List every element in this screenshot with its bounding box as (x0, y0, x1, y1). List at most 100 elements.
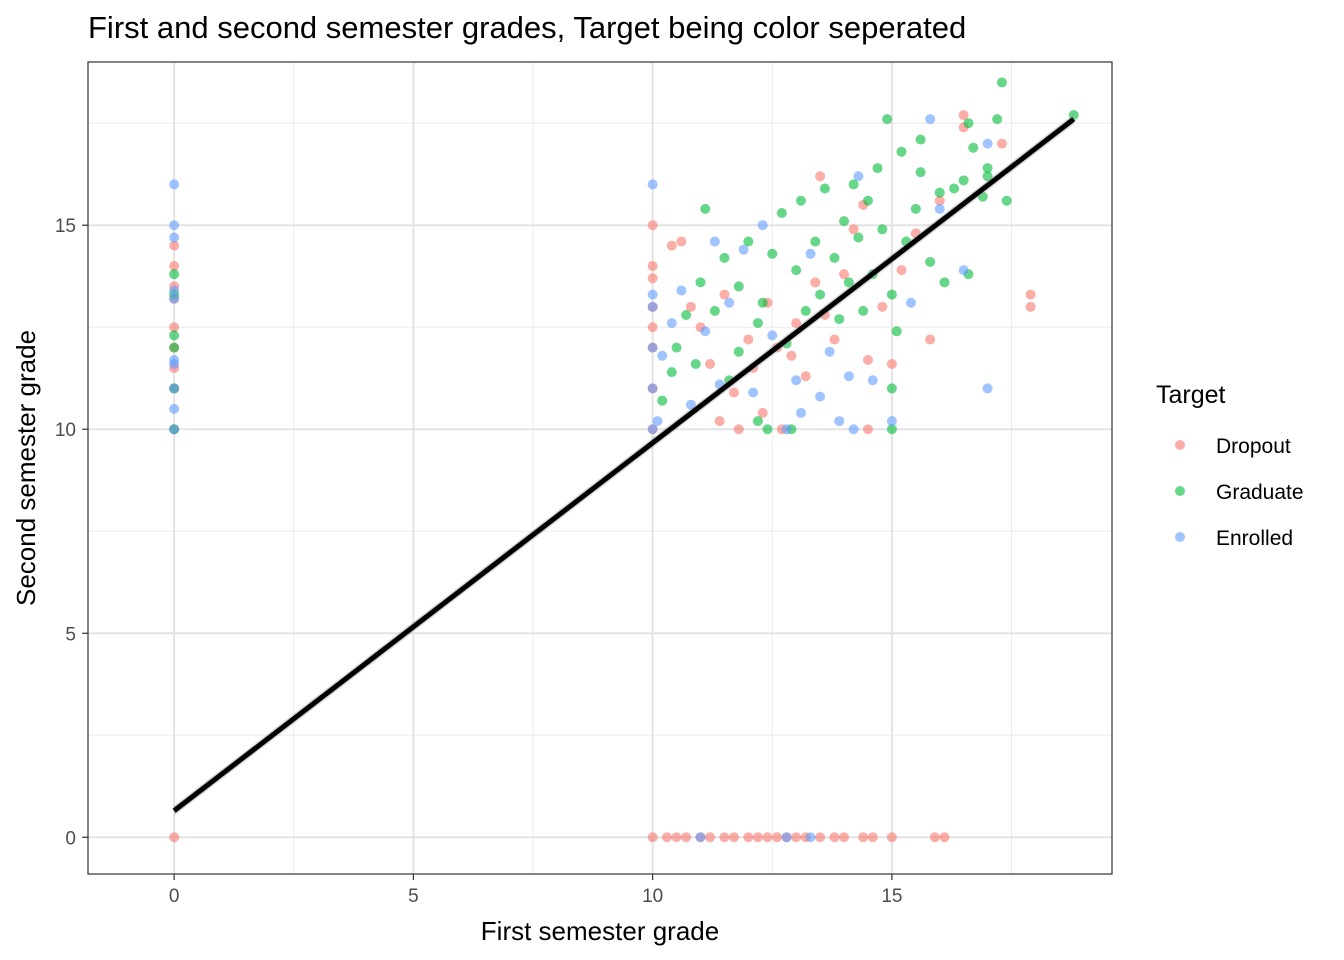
data-point (762, 832, 773, 843)
data-point (939, 277, 950, 288)
data-point (996, 138, 1007, 149)
data-point (169, 261, 180, 272)
data-point (982, 383, 993, 394)
data-point (169, 342, 180, 353)
data-point (862, 195, 873, 206)
data-point (647, 383, 658, 394)
data-point (700, 203, 711, 214)
data-point (647, 322, 658, 333)
data-point (800, 371, 811, 382)
data-point (939, 832, 950, 843)
data-point (896, 265, 907, 276)
data-point (666, 240, 677, 251)
data-point (685, 301, 696, 312)
data-point (671, 342, 682, 353)
data-point (652, 416, 663, 427)
data-point (695, 277, 706, 288)
data-point (915, 134, 926, 145)
data-point (676, 285, 687, 296)
data-point (719, 832, 730, 843)
data-point (647, 832, 658, 843)
data-point (647, 342, 658, 353)
data-point (743, 832, 754, 843)
data-point (690, 358, 701, 369)
data-point (834, 416, 845, 427)
data-point (929, 832, 940, 843)
data-point (992, 114, 1003, 125)
data-point (728, 832, 739, 843)
data-point (891, 326, 902, 337)
data-point (805, 248, 816, 259)
data-point (791, 375, 802, 386)
data-point (781, 832, 792, 843)
data-point (757, 297, 768, 308)
data-point (915, 167, 926, 178)
data-point (815, 171, 826, 182)
data-points (169, 77, 1079, 843)
data-point (949, 183, 960, 194)
data-point (733, 281, 744, 292)
data-point (1025, 301, 1036, 312)
x-axis-title: First semester grade (481, 916, 719, 946)
data-point (685, 399, 696, 410)
x-tick-label: 5 (408, 886, 419, 907)
data-point (666, 318, 677, 329)
data-point (906, 297, 917, 308)
data-point (748, 387, 759, 398)
data-point (752, 832, 763, 843)
y-axis: 0 5 10 15 (55, 216, 88, 849)
data-point (752, 416, 763, 427)
data-point (958, 175, 969, 186)
legend-label-enrolled: Enrolled (1216, 527, 1293, 550)
data-point (647, 424, 658, 435)
data-point (169, 269, 180, 280)
data-point (958, 265, 969, 276)
data-point (858, 832, 869, 843)
data-point (829, 252, 840, 263)
x-tick-label: 15 (881, 886, 902, 907)
data-point (815, 832, 826, 843)
data-point (886, 416, 897, 427)
data-point (169, 354, 180, 365)
data-point (886, 358, 897, 369)
data-point (843, 371, 854, 382)
data-point (705, 832, 716, 843)
data-point (647, 261, 658, 272)
data-point (772, 832, 783, 843)
trend-line-group (172, 114, 1076, 816)
data-point (848, 179, 859, 190)
data-point (862, 424, 873, 435)
data-point (886, 383, 897, 394)
data-point (169, 403, 180, 414)
minor-gridlines (88, 62, 1112, 874)
data-point (886, 832, 897, 843)
data-point (839, 832, 850, 843)
data-point (733, 424, 744, 435)
data-point (169, 220, 180, 231)
data-point (776, 207, 787, 218)
data-point (671, 832, 682, 843)
data-point (169, 293, 180, 304)
y-tick-label: 5 (65, 624, 76, 645)
data-point (872, 163, 883, 174)
plot-panel (88, 62, 1112, 874)
data-point (958, 110, 969, 121)
data-point (839, 269, 850, 280)
data-point (705, 358, 716, 369)
data-point (700, 326, 711, 337)
data-point (791, 318, 802, 329)
data-point (738, 244, 749, 255)
data-point (1025, 289, 1036, 300)
data-point (786, 350, 797, 361)
data-point (934, 195, 945, 206)
legend: Target Dropout Graduate Enrolled (1156, 381, 1304, 550)
data-point (934, 203, 945, 214)
data-point (1001, 195, 1012, 206)
chart-title: First and second semester grades, Target… (88, 10, 966, 45)
legend-key-graduate (1175, 486, 1185, 496)
data-point (805, 832, 816, 843)
data-point (824, 346, 835, 357)
legend-title: Target (1156, 381, 1226, 409)
y-tick-label: 15 (55, 216, 76, 237)
